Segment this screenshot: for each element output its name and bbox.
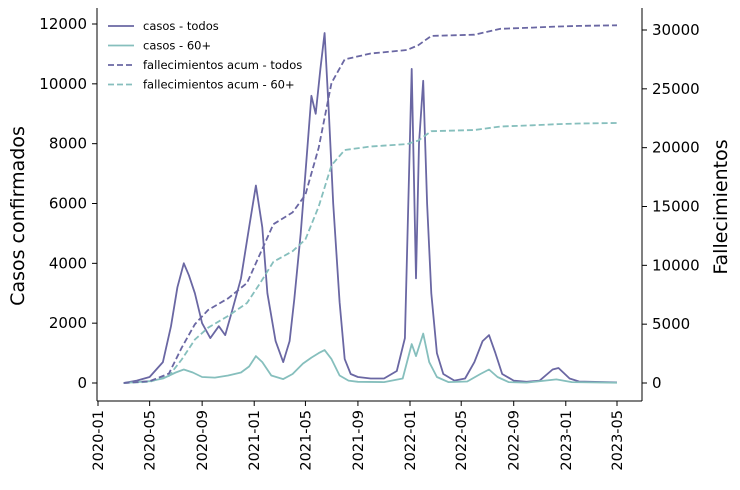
x-tick-label: 2022-05 (454, 410, 470, 471)
plot-lines (123, 24, 618, 384)
y-tick-label-right: 10000 (652, 256, 700, 274)
series-line-casos-todos (123, 32, 618, 384)
legend-label: fallecimientos acum - todos (143, 58, 302, 72)
x-tick-label: 2020-01 (91, 410, 107, 471)
axes: 2020-01 2020-05 2020-09 2021-01 2021-05 2021-… (39, 8, 700, 471)
series-line-fallecimientos-acum-todos (123, 24, 618, 384)
y-tick-label-left: 4000 (49, 254, 87, 272)
y-tick-label-right: 15000 (652, 198, 700, 216)
x-tick-label: 2023-01 (559, 410, 575, 471)
x-tick-label: 2020-09 (195, 410, 211, 471)
y-tick-label-left: 10000 (39, 75, 87, 93)
y-axis-label-left: Casos confirmados (7, 126, 29, 306)
y-tick-label-right: 0 (652, 374, 662, 392)
x-tick-label: 2022-01 (403, 410, 419, 471)
legend-label: casos - 60+ (143, 39, 211, 53)
series-line-casos-60- (123, 332, 618, 384)
y-axis-label-right: Fallecimientos (710, 139, 732, 274)
y-tick-label-right: 20000 (652, 139, 700, 157)
y-tick-label-left: 2000 (49, 314, 87, 332)
x-tick-label: 2020-05 (143, 410, 159, 471)
legend-label: casos - todos (143, 19, 219, 33)
x-tick-label: 2021-09 (351, 410, 367, 471)
y-tick-label-left: 8000 (49, 135, 87, 153)
legend: casos - todos casos - 60+ fallecimientos a… (108, 19, 302, 92)
y-tick-label-right: 30000 (652, 21, 700, 39)
y-tick-label-left: 12000 (39, 15, 87, 33)
series-line-fallecimientos-acum-60- (123, 122, 618, 384)
x-tick-label: 2022-09 (507, 410, 523, 471)
legend-label: fallecimientos acum - 60+ (143, 78, 295, 92)
y-tick-label-left: 6000 (49, 195, 87, 213)
y-tick-label-right: 5000 (652, 315, 690, 333)
y-tick-label-left: 0 (77, 374, 87, 392)
x-tick-label: 2023-05 (610, 410, 626, 471)
x-tick-label: 2021-05 (298, 410, 314, 471)
x-tick-label: 2021-01 (247, 410, 263, 471)
y-tick-label-right: 25000 (652, 80, 700, 98)
